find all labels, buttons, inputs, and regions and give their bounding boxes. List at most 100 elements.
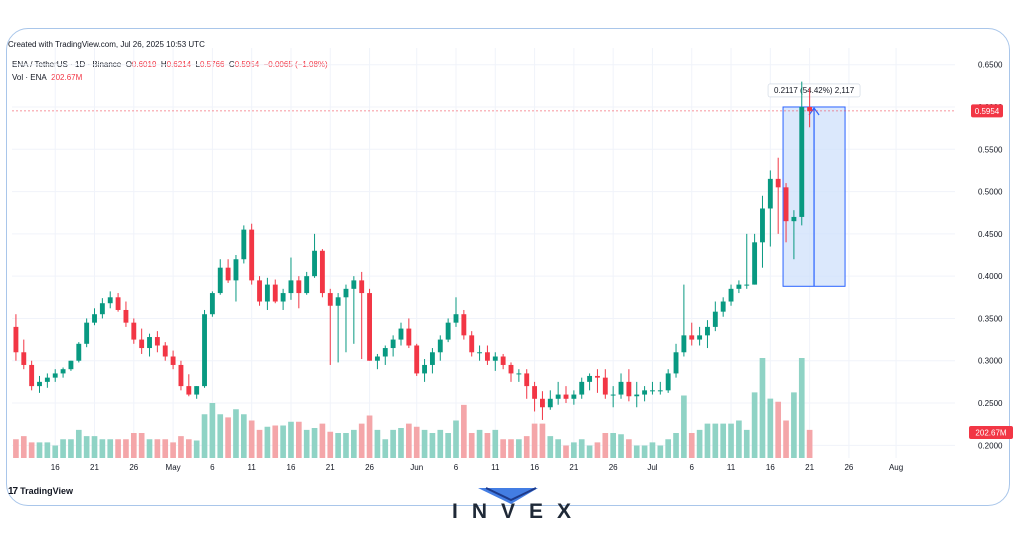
candle-body: [736, 284, 742, 289]
volume-bar: [264, 426, 271, 458]
volume-bar: [217, 414, 224, 458]
created-with-label: Created with TradingView.com, Jul 26, 20…: [8, 40, 205, 49]
volume-bar: [641, 445, 648, 458]
volume-bar: [578, 439, 585, 458]
volume-bar: [201, 414, 208, 458]
candle-body: [689, 335, 695, 340]
volume-bar: [248, 420, 255, 458]
volume-bar: [406, 423, 412, 458]
candle: [563, 386, 569, 404]
volume-bar: [500, 439, 506, 458]
volume-bar: [154, 439, 161, 458]
candle: [720, 297, 726, 317]
volume-bar: [610, 433, 616, 458]
x-tick-label: 6: [210, 463, 215, 472]
candle: [712, 301, 718, 332]
candle-body: [791, 216, 797, 222]
candle-body: [162, 345, 168, 357]
candle-body: [437, 339, 443, 353]
volume-bar: [20, 436, 27, 458]
x-tick-label: 6: [454, 463, 459, 472]
volume-bar: [390, 429, 396, 458]
volume-bar: [280, 425, 286, 458]
candle-body: [728, 288, 734, 302]
candle: [587, 373, 593, 391]
candle: [540, 391, 545, 420]
candle-body: [374, 356, 380, 361]
candle-body: [508, 364, 514, 374]
candle: [469, 331, 475, 357]
volume-bar: [649, 442, 656, 458]
volume-bar: [319, 423, 326, 458]
candle-body: [767, 178, 773, 209]
candle: [319, 249, 325, 298]
candle: [60, 367, 66, 378]
y-tick-label: 0.5500: [978, 145, 1003, 154]
tradingview-logo[interactable]: 17 TradingView: [8, 486, 73, 497]
volume-bar: [288, 421, 294, 458]
candle-body: [249, 229, 255, 281]
candle-body: [398, 328, 404, 340]
volume-bar: [335, 433, 341, 458]
candle-body: [359, 280, 365, 294]
candle: [437, 335, 443, 361]
candle: [170, 350, 176, 370]
y-tick-label: 0.6500: [978, 61, 1003, 70]
candle: [524, 369, 530, 399]
candle-body: [453, 314, 459, 323]
candle: [225, 259, 231, 283]
volume-bar: [468, 433, 475, 458]
candle-body: [705, 326, 710, 336]
candle: [367, 288, 372, 361]
candle-body: [343, 288, 349, 298]
candle: [194, 386, 200, 399]
candle: [398, 322, 404, 346]
volume-bar: [343, 433, 349, 458]
candle-body: [484, 352, 490, 361]
volume-bar: [240, 414, 247, 458]
candle: [107, 291, 113, 309]
volume-bar: [453, 420, 459, 458]
measure-label-bg: [767, 83, 861, 98]
y-tick-label: 0.3500: [978, 314, 1003, 323]
candle: [304, 271, 310, 295]
candle: [547, 390, 553, 410]
volume-bar: [791, 392, 797, 458]
candle-body: [312, 250, 317, 277]
candle: [650, 381, 655, 395]
candle-body: [154, 337, 160, 346]
volume-bar: [83, 436, 90, 458]
x-tick-label: 11: [727, 463, 736, 472]
volume-bar: [99, 439, 106, 458]
volume-bar: [445, 433, 451, 458]
candle: [429, 348, 435, 374]
x-tick-label: May: [166, 463, 181, 472]
volume-bar: [743, 429, 750, 458]
candle-body: [673, 352, 679, 374]
candle-body: [327, 293, 333, 306]
candle-body: [272, 284, 278, 302]
volume-bar: [531, 423, 538, 458]
candle: [697, 326, 703, 346]
candle-body: [445, 322, 451, 340]
candle-body: [52, 373, 58, 378]
y-tick-label: 0.5000: [978, 188, 1003, 197]
candle-body: [319, 250, 325, 294]
candle: [422, 359, 427, 382]
price-badge-text: 0.5954: [975, 107, 1000, 116]
candle-body: [752, 242, 758, 285]
measure-label: 0.2117 (54.42%) 2,117: [774, 86, 855, 95]
x-tick-label: Jul: [647, 463, 657, 472]
candle: [681, 284, 687, 357]
volume-bar: [138, 433, 145, 458]
volume-bar: [225, 417, 231, 458]
volume-bar: [720, 423, 727, 458]
candle-body: [532, 386, 538, 399]
volume-bar: [209, 403, 216, 458]
volume-bar: [555, 439, 561, 458]
candle-body: [579, 381, 585, 395]
volume-bar: [673, 433, 679, 458]
volume-label[interactable]: Vol · ENA: [12, 73, 47, 82]
candle-body: [595, 375, 600, 378]
